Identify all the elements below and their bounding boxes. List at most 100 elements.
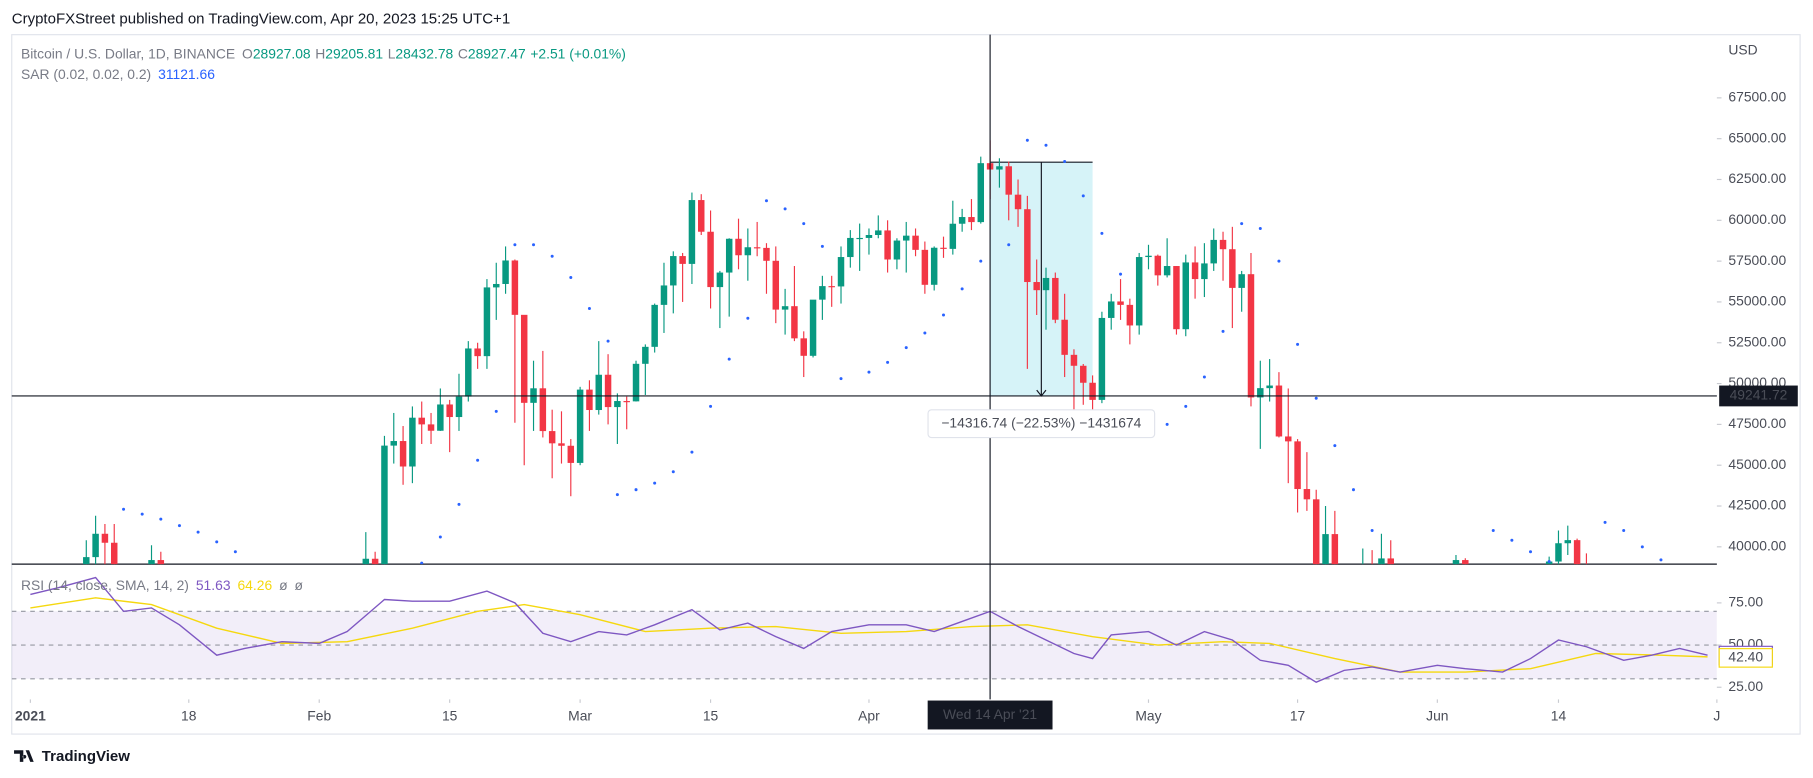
sar-dot: [1063, 160, 1067, 164]
ohlc-value: 28927.47: [468, 45, 526, 61]
candle-body: [110, 542, 118, 565]
candle-body: [1247, 274, 1255, 398]
candle-body: [1229, 249, 1236, 288]
sar-dot: [886, 360, 890, 364]
chart-frame: [11, 34, 1801, 735]
candle-body: [371, 558, 379, 565]
sar-dot: [1314, 396, 1318, 400]
sar-dot: [904, 346, 908, 350]
x-tick-label: J: [1713, 707, 1720, 723]
sar-dot: [1184, 404, 1188, 408]
candle-body: [772, 260, 780, 310]
candle-body: [1303, 489, 1311, 500]
candle-body: [781, 306, 789, 310]
candle-body: [483, 287, 491, 357]
sar-dot: [233, 550, 237, 554]
candle-body: [707, 231, 714, 288]
sar-dot: [653, 481, 657, 485]
candle-body: [381, 445, 388, 565]
crosshair-date-box: [927, 700, 1053, 730]
candle-body: [940, 247, 947, 249]
x-tick-label: May: [1135, 707, 1161, 723]
candle-body: [819, 286, 826, 300]
candle-body: [753, 247, 761, 249]
candle-body: [1312, 499, 1320, 565]
candle-body: [1452, 560, 1460, 565]
candle-body: [1331, 534, 1339, 565]
price-pane: [83, 138, 1663, 565]
rsi-line: [30, 576, 1708, 683]
ohlc-value: 28432.78: [395, 45, 453, 61]
candle-body: [157, 560, 165, 565]
sar-dot: [1007, 243, 1011, 247]
sar-dot: [942, 313, 946, 317]
x-tick-label: Jun: [1426, 707, 1448, 723]
footer-brand: TradingView: [42, 748, 130, 765]
candle-body: [1005, 166, 1012, 195]
sar-dot: [476, 458, 480, 462]
x-tick-label: 14: [1551, 707, 1567, 723]
candle-body: [1042, 277, 1050, 291]
candle-body: [520, 314, 528, 403]
candle-body: [725, 238, 733, 273]
rsi-tick-label: 25.00: [1728, 678, 1763, 694]
candle-body: [791, 306, 798, 339]
candle-body: [660, 285, 668, 305]
candle-body: [884, 230, 891, 260]
candle-body: [1135, 257, 1143, 326]
crosshair-price-label: 49241.72: [1730, 387, 1788, 403]
candle-body: [809, 299, 817, 356]
candle-body: [893, 240, 901, 260]
sar-dot: [1277, 259, 1281, 263]
candle-body: [828, 286, 835, 288]
rsi-legend: RSI (14, close, SMA, 14, 2) 51.63 64.26 ø ø: [21, 577, 304, 593]
candle-body: [1238, 274, 1245, 288]
x-tick-label: 15: [703, 707, 719, 723]
candle-body: [446, 404, 453, 418]
candle-body: [1052, 277, 1059, 320]
candle-body: [670, 256, 677, 286]
x-tick-label: 15: [442, 707, 458, 723]
candle-body: [511, 260, 519, 315]
candle-body: [390, 441, 398, 446]
sar-dot: [532, 243, 536, 247]
candle-body: [409, 417, 416, 467]
y-tick-label: 52500.00: [1728, 333, 1786, 349]
candle-body: [902, 235, 910, 241]
sar-dot: [1044, 143, 1048, 147]
sar-dot: [513, 243, 517, 247]
candle-body: [427, 424, 435, 431]
ohlc-key: H: [315, 45, 325, 61]
sar-dot: [140, 512, 144, 516]
x-tick-label: 2021: [15, 707, 46, 723]
candle-body: [763, 247, 770, 261]
sar-dot: [1603, 520, 1607, 524]
candle-body: [1033, 282, 1040, 291]
candle-body: [1387, 558, 1394, 565]
candle-body: [1285, 436, 1292, 442]
sar-dot: [420, 561, 424, 565]
sar-dot: [1025, 138, 1029, 142]
sar-dot: [569, 275, 573, 279]
candle-body: [698, 200, 705, 232]
candle-body: [1070, 354, 1078, 366]
candle-body: [875, 230, 882, 236]
sar-dot: [820, 244, 824, 248]
candle-body: [949, 223, 957, 249]
sar-dot: [1202, 375, 1206, 379]
sar-dot: [159, 517, 163, 521]
sar-dot: [867, 370, 871, 374]
overlay: Bitcoin / U.S. Dollar, 1D, BINANCE O28927…: [11, 34, 1798, 730]
footer-logo: [14, 750, 34, 762]
sar-dot: [746, 316, 750, 320]
sar-dot: [1296, 342, 1300, 346]
candle-body: [1145, 255, 1152, 258]
candle-body: [418, 417, 425, 425]
candle-body: [586, 389, 593, 411]
candle-body: [968, 217, 975, 223]
sar-dot: [1100, 231, 1104, 235]
sar-dot: [1491, 529, 1495, 533]
sar-dot: [1221, 329, 1225, 333]
